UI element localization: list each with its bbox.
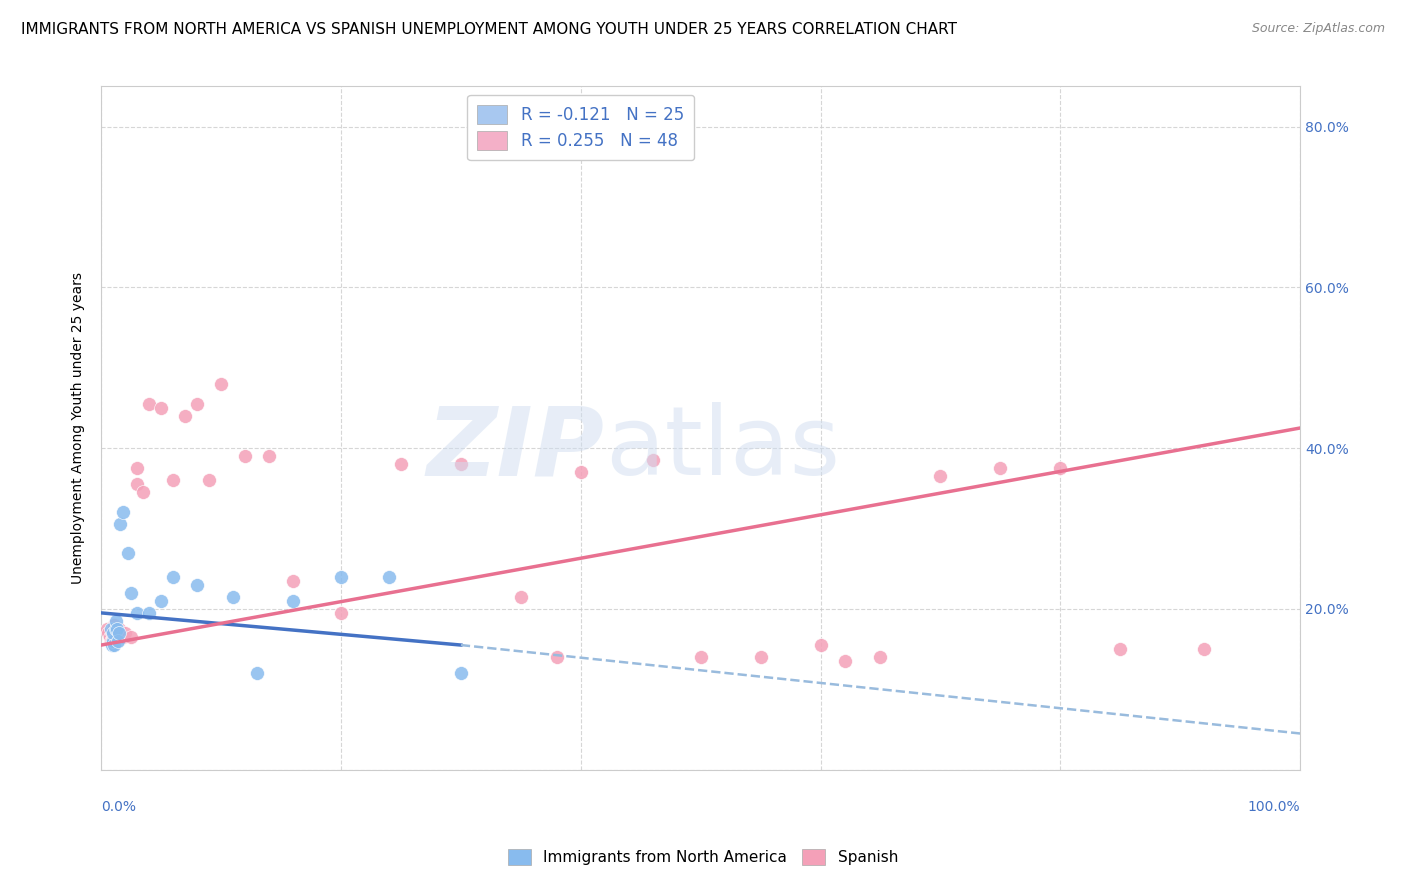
Point xyxy=(107,634,129,648)
Point xyxy=(330,570,353,584)
Point xyxy=(114,626,136,640)
Point xyxy=(281,594,304,608)
Point xyxy=(98,630,121,644)
Point xyxy=(117,546,139,560)
Point xyxy=(104,634,127,648)
Point xyxy=(198,473,221,487)
Point xyxy=(509,590,531,604)
Point xyxy=(150,594,173,608)
Point xyxy=(869,650,891,665)
Text: IMMIGRANTS FROM NORTH AMERICA VS SPANISH UNEMPLOYMENT AMONG YOUTH UNDER 25 YEARS: IMMIGRANTS FROM NORTH AMERICA VS SPANISH… xyxy=(21,22,957,37)
Point xyxy=(108,622,131,636)
Point xyxy=(138,606,160,620)
Point xyxy=(1109,642,1132,657)
Legend: R = -0.121   N = 25, R = 0.255   N = 48: R = -0.121 N = 25, R = 0.255 N = 48 xyxy=(467,95,695,160)
Point xyxy=(1192,642,1215,657)
Legend: Immigrants from North America, Spanish: Immigrants from North America, Spanish xyxy=(502,843,904,871)
Point xyxy=(120,630,142,644)
Point xyxy=(120,586,142,600)
Point xyxy=(96,622,118,636)
Point xyxy=(103,630,125,644)
Point xyxy=(105,626,128,640)
Text: atlas: atlas xyxy=(605,402,839,495)
Text: Source: ZipAtlas.com: Source: ZipAtlas.com xyxy=(1251,22,1385,36)
Point xyxy=(281,574,304,588)
Text: 100.0%: 100.0% xyxy=(1247,800,1301,814)
Text: ZIP: ZIP xyxy=(427,402,605,495)
Point xyxy=(450,457,472,471)
Point xyxy=(929,469,952,483)
Point xyxy=(103,622,125,636)
Point xyxy=(111,630,134,644)
Point xyxy=(641,453,664,467)
Point xyxy=(104,614,127,628)
Point xyxy=(546,650,568,665)
Point xyxy=(111,505,134,519)
Point xyxy=(246,666,269,681)
Point xyxy=(162,473,184,487)
Point xyxy=(186,578,208,592)
Text: 0.0%: 0.0% xyxy=(101,800,136,814)
Point xyxy=(174,409,197,423)
Point xyxy=(104,622,127,636)
Point xyxy=(100,622,122,636)
Point xyxy=(209,376,232,391)
Point xyxy=(100,634,122,648)
Point xyxy=(101,634,124,648)
Point xyxy=(1049,461,1071,475)
Point xyxy=(186,397,208,411)
Point xyxy=(569,465,592,479)
Point xyxy=(810,638,832,652)
Point xyxy=(103,618,125,632)
Point xyxy=(988,461,1011,475)
Point xyxy=(110,517,132,532)
Y-axis label: Unemployment Among Youth under 25 years: Unemployment Among Youth under 25 years xyxy=(72,272,86,584)
Point xyxy=(101,626,124,640)
Point xyxy=(378,570,401,584)
Point xyxy=(108,626,131,640)
Point xyxy=(110,630,132,644)
Point xyxy=(107,630,129,644)
Point xyxy=(450,666,472,681)
Point xyxy=(222,590,245,604)
Point xyxy=(132,485,155,500)
Point xyxy=(389,457,412,471)
Point xyxy=(749,650,772,665)
Point xyxy=(97,626,120,640)
Point xyxy=(105,630,128,644)
Point xyxy=(103,626,125,640)
Point xyxy=(689,650,711,665)
Point xyxy=(127,477,149,491)
Point xyxy=(330,606,353,620)
Point xyxy=(150,401,173,415)
Point xyxy=(103,638,125,652)
Point xyxy=(127,606,149,620)
Point xyxy=(127,461,149,475)
Point xyxy=(162,570,184,584)
Point xyxy=(233,449,256,463)
Point xyxy=(257,449,280,463)
Point xyxy=(101,638,124,652)
Point xyxy=(105,622,128,636)
Point xyxy=(103,634,125,648)
Point xyxy=(834,654,856,668)
Point xyxy=(138,397,160,411)
